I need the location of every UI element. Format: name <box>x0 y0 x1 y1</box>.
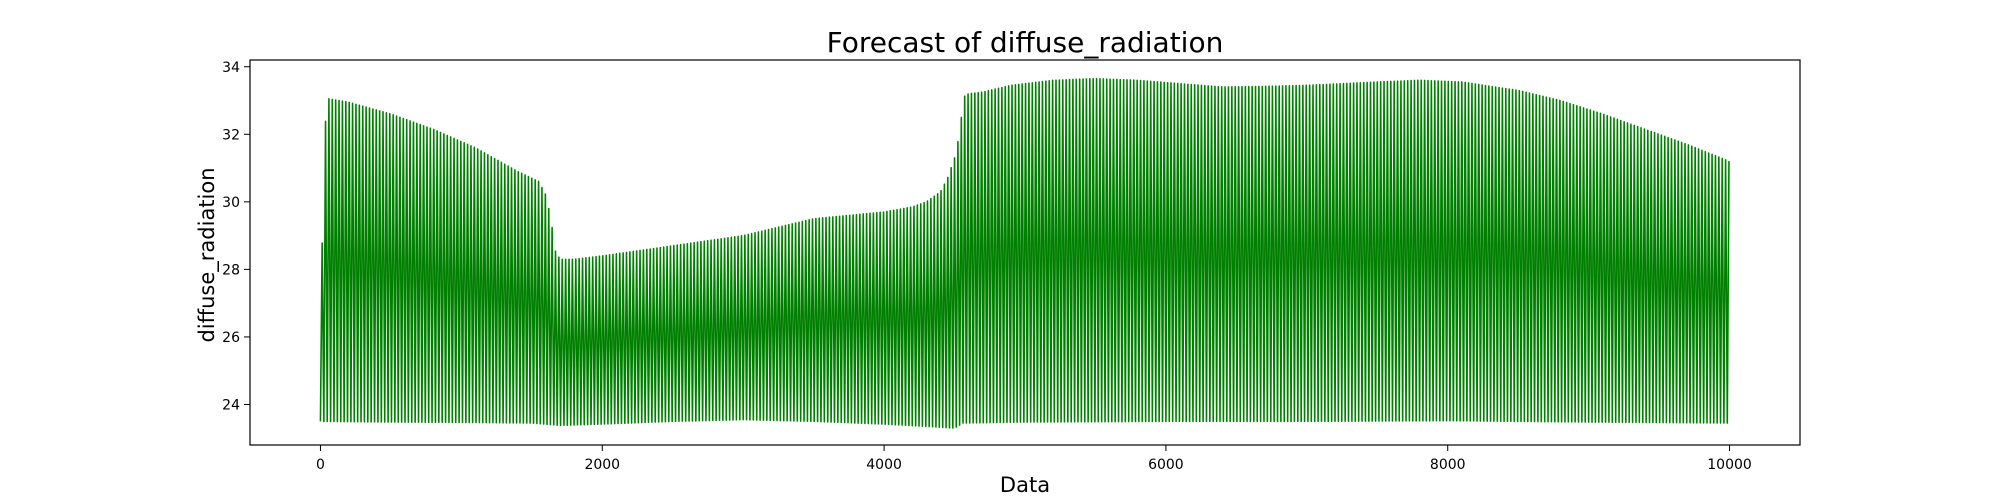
x-tick-label: 2000 <box>584 457 620 473</box>
y-tick-label: 26 <box>222 330 240 346</box>
y-axis-label: diffuse_radiation <box>195 167 220 342</box>
x-tick-label: 0 <box>316 457 325 473</box>
x-axis-label: Data <box>1000 473 1050 497</box>
chart-title: Forecast of diffuse_radiation <box>827 26 1224 59</box>
x-tick-label: 6000 <box>1148 457 1184 473</box>
x-axis: 0 2000 4000 6000 8000 10000 <box>316 445 1752 473</box>
x-tick-label: 8000 <box>1430 457 1466 473</box>
x-tick-label: 10000 <box>1707 457 1752 473</box>
y-tick-label: 28 <box>222 262 240 278</box>
y-tick-label: 30 <box>222 195 240 211</box>
y-tick-label: 32 <box>222 127 240 143</box>
plot-area <box>319 77 1730 429</box>
y-axis: 24 26 28 30 32 34 <box>222 60 250 413</box>
y-tick-label: 34 <box>222 60 240 76</box>
plot-frame <box>249 59 1801 446</box>
series-line-0 <box>319 77 1730 429</box>
y-tick-label: 24 <box>222 397 240 413</box>
x-tick-label: 4000 <box>866 457 902 473</box>
